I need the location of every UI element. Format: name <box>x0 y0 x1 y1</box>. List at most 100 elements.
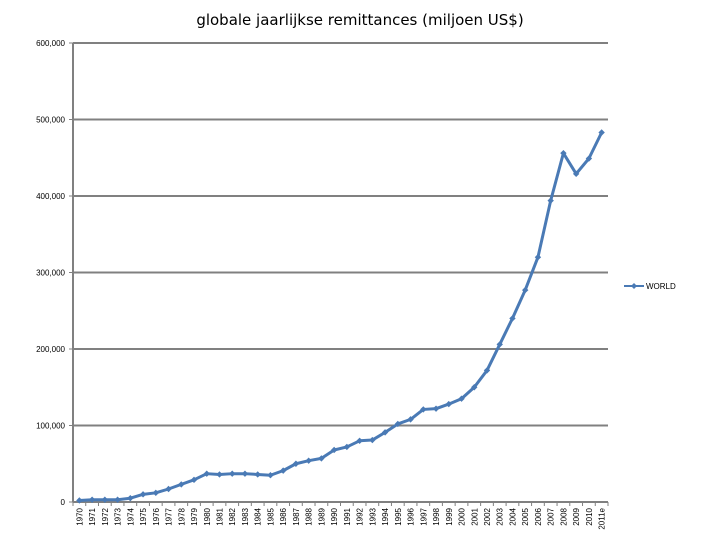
series-world <box>76 129 605 504</box>
x-tick-labels: 1970 1971 1972 1973 1974 1975 1976 1977 1978 1979… <box>75 507 606 529</box>
x-tick-label: 1997 <box>419 507 428 525</box>
x-tick-label: 1996 <box>407 507 416 525</box>
data-point <box>178 481 185 488</box>
data-point <box>203 470 210 477</box>
gridlines <box>73 42 608 427</box>
data-point <box>343 443 351 451</box>
x-tick-label: 1992 <box>356 507 365 525</box>
data-point <box>572 170 580 178</box>
data-point <box>216 471 223 478</box>
data-point <box>267 472 274 479</box>
data-point <box>292 460 300 467</box>
x-tick-label: 2008 <box>559 507 568 525</box>
x-tick-label: 1977 <box>165 507 174 525</box>
y-tick-label: 300,000 <box>36 269 65 278</box>
data-point <box>509 315 516 322</box>
data-point <box>229 470 236 477</box>
x-tick-label: 1994 <box>381 507 390 525</box>
data-point <box>279 467 287 474</box>
y-tick-label: 0 <box>61 498 66 507</box>
x-tick-label: 1993 <box>368 507 377 525</box>
x-tick-label: 2000 <box>458 507 467 525</box>
data-point <box>522 286 529 294</box>
data-point <box>114 496 121 503</box>
data-point <box>381 429 389 436</box>
data-point <box>88 496 96 503</box>
x-tick-label: 1980 <box>203 507 212 525</box>
x-tick-label: 1979 <box>190 507 199 525</box>
x-tick-label: 2007 <box>547 507 556 525</box>
x-tick-label: 2006 <box>534 507 543 525</box>
data-point <box>407 416 414 423</box>
x-tick-label: 2010 <box>585 507 594 525</box>
data-point <box>420 406 427 413</box>
x-tick-label: 1971 <box>88 507 97 525</box>
x-tick-label: 1978 <box>177 507 186 525</box>
x-tick-label: 1975 <box>139 507 148 525</box>
chart-title: globale jaarlijkse remittances (miljoen … <box>196 11 524 29</box>
x-tick-label: 2009 <box>572 507 581 525</box>
x-tick-label: 1991 <box>343 507 352 525</box>
legend-swatch-marker <box>631 283 637 289</box>
x-tick-label: 1998 <box>432 507 441 525</box>
data-point <box>458 395 465 402</box>
data-point <box>127 494 134 502</box>
data-point <box>254 471 261 478</box>
data-point <box>534 254 542 261</box>
x-tick-label: 1986 <box>279 507 288 525</box>
x-tick-label: 1989 <box>317 507 326 525</box>
x-tick-label: 1976 <box>152 507 161 525</box>
x-tick-label: 2001 <box>470 507 479 525</box>
data-point <box>369 436 376 444</box>
data-point <box>560 149 567 157</box>
x-tick-label: 1974 <box>126 507 135 525</box>
y-tick-label: 600,000 <box>36 39 65 48</box>
legend-label: WORLD <box>646 282 676 291</box>
data-point <box>76 497 83 504</box>
y-tick-label: 400,000 <box>36 192 65 201</box>
data-point <box>165 485 172 493</box>
data-point <box>471 384 478 391</box>
data-point <box>241 470 249 477</box>
x-tick-label: 1995 <box>394 507 403 525</box>
data-point <box>432 405 440 412</box>
data-point <box>139 491 147 498</box>
data-point <box>496 341 503 348</box>
y-tick-label: 100,000 <box>36 422 65 431</box>
data-point <box>101 496 109 503</box>
x-tick-label: 1988 <box>305 507 314 525</box>
y-tick-labels: 0 100,000 200,000 300,000 400,000 500,000 600,… <box>36 39 65 507</box>
x-tick-label: 2004 <box>508 507 517 525</box>
x-tick-label: 1987 <box>292 507 301 525</box>
data-point <box>330 446 338 454</box>
y-tick-label: 500,000 <box>36 116 65 125</box>
data-point <box>305 457 312 464</box>
axes <box>69 42 609 506</box>
data-point <box>598 129 605 136</box>
x-tick-label: 1985 <box>266 507 275 525</box>
data-point <box>483 367 491 374</box>
legend: WORLD <box>624 282 676 291</box>
x-tick-label: 1984 <box>254 507 263 525</box>
y-tick-label: 200,000 <box>36 345 65 354</box>
data-point <box>585 155 593 162</box>
data-point <box>445 400 452 408</box>
x-tick-label: 1983 <box>241 507 250 525</box>
data-point <box>152 489 159 497</box>
x-tick-label: 1970 <box>75 507 84 525</box>
x-tick-label: 1972 <box>101 507 110 525</box>
x-tick-label: 1981 <box>215 507 224 525</box>
x-tick-label: 1990 <box>330 507 339 525</box>
data-point <box>356 437 363 444</box>
x-tick-label: 1999 <box>445 507 454 525</box>
x-tick-label: 1982 <box>228 507 237 525</box>
series-line <box>79 131 603 502</box>
x-tick-label: 2011e <box>598 507 607 529</box>
x-tick-label: 2002 <box>483 507 492 525</box>
x-tick-label: 2003 <box>496 507 505 525</box>
data-point <box>190 476 198 484</box>
data-point <box>394 420 402 428</box>
data-point <box>547 197 554 204</box>
x-tick-label: 2005 <box>521 507 530 525</box>
